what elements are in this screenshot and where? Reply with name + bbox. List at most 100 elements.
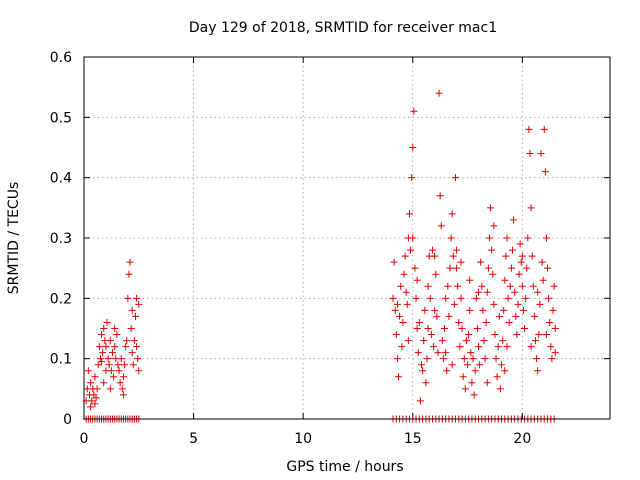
data-point xyxy=(91,373,99,381)
data-point xyxy=(113,331,121,339)
data-point xyxy=(470,391,478,399)
data-point xyxy=(500,306,508,314)
data-point xyxy=(442,294,450,302)
data-point xyxy=(471,367,479,375)
data-point xyxy=(420,337,428,345)
data-point xyxy=(515,270,523,278)
data-point xyxy=(424,325,432,332)
data-point xyxy=(404,337,412,345)
data-point xyxy=(102,343,110,351)
data-point xyxy=(544,264,552,272)
data-point xyxy=(135,300,143,308)
data-point xyxy=(483,379,491,387)
data-point xyxy=(433,312,441,320)
data-point xyxy=(479,306,487,314)
data-point xyxy=(551,349,559,357)
data-point xyxy=(87,379,95,387)
data-point xyxy=(464,361,472,369)
data-point xyxy=(547,343,555,351)
data-point xyxy=(126,258,134,266)
data-point xyxy=(466,306,474,314)
data-point xyxy=(537,150,545,158)
data-point xyxy=(456,343,464,351)
data-point xyxy=(550,282,558,290)
data-point xyxy=(529,282,537,290)
data-point xyxy=(410,107,418,115)
data-point xyxy=(424,282,432,290)
data-point xyxy=(408,174,416,182)
data-point xyxy=(490,300,498,308)
data-point xyxy=(409,234,417,242)
data-point xyxy=(518,282,526,290)
chart-title: Day 129 of 2018, SRMTID for receiver mac… xyxy=(189,20,497,36)
data-point xyxy=(407,246,415,254)
data-point xyxy=(545,294,553,302)
data-point xyxy=(457,294,465,302)
y-tick-label: 0.6 xyxy=(50,50,72,66)
data-point xyxy=(523,264,531,272)
data-point xyxy=(443,367,451,375)
data-point xyxy=(536,300,544,308)
data-point xyxy=(542,331,550,339)
data-point xyxy=(531,337,539,345)
x-axis-label: GPS time / hours xyxy=(286,459,403,475)
data-point xyxy=(415,318,423,326)
data-point xyxy=(499,337,507,345)
data-point xyxy=(122,343,130,351)
data-point xyxy=(393,355,401,363)
data-point xyxy=(114,361,122,369)
data-point xyxy=(108,349,116,357)
data-point xyxy=(400,270,408,278)
data-point xyxy=(459,373,467,381)
data-point xyxy=(512,312,520,320)
data-point xyxy=(521,325,529,332)
data-point xyxy=(451,174,459,182)
data-point xyxy=(133,343,141,351)
data-point xyxy=(110,373,118,381)
data-point xyxy=(413,325,421,332)
data-point xyxy=(423,355,431,363)
data-point xyxy=(119,373,127,381)
data-point xyxy=(128,306,136,314)
data-point xyxy=(111,343,119,351)
data-point xyxy=(94,361,102,369)
data-point xyxy=(93,385,101,393)
plot-frame xyxy=(83,56,611,420)
data-point xyxy=(527,343,535,351)
data-point xyxy=(513,331,521,339)
data-point xyxy=(465,331,473,339)
data-point xyxy=(472,294,480,302)
data-point xyxy=(127,325,135,332)
data-point xyxy=(133,294,141,302)
data-point xyxy=(504,294,512,302)
data-point xyxy=(99,349,107,357)
data-point xyxy=(399,318,407,326)
data-point xyxy=(436,192,444,200)
data-point xyxy=(503,234,511,242)
data-point xyxy=(522,294,530,302)
data-point xyxy=(98,358,106,366)
data-point xyxy=(416,397,424,405)
x-tick-label: 20 xyxy=(513,431,531,447)
data-point xyxy=(431,306,439,314)
data-point xyxy=(412,294,420,302)
data-point xyxy=(453,246,461,254)
data-point xyxy=(528,252,536,260)
data-point xyxy=(460,355,468,363)
data-point xyxy=(439,355,447,363)
data-point xyxy=(98,331,106,339)
data-point xyxy=(516,240,524,248)
data-point xyxy=(478,282,486,290)
data-point xyxy=(507,264,515,272)
data-point xyxy=(135,367,143,375)
data-point xyxy=(541,168,549,176)
data-point xyxy=(96,355,104,363)
data-point xyxy=(106,337,114,345)
data-point xyxy=(92,394,100,402)
data-point xyxy=(526,150,534,158)
data-point xyxy=(430,343,438,351)
data-point xyxy=(413,276,421,284)
data-point xyxy=(511,288,519,296)
data-point xyxy=(519,306,527,314)
y-tick-label: 0.1 xyxy=(50,352,72,368)
